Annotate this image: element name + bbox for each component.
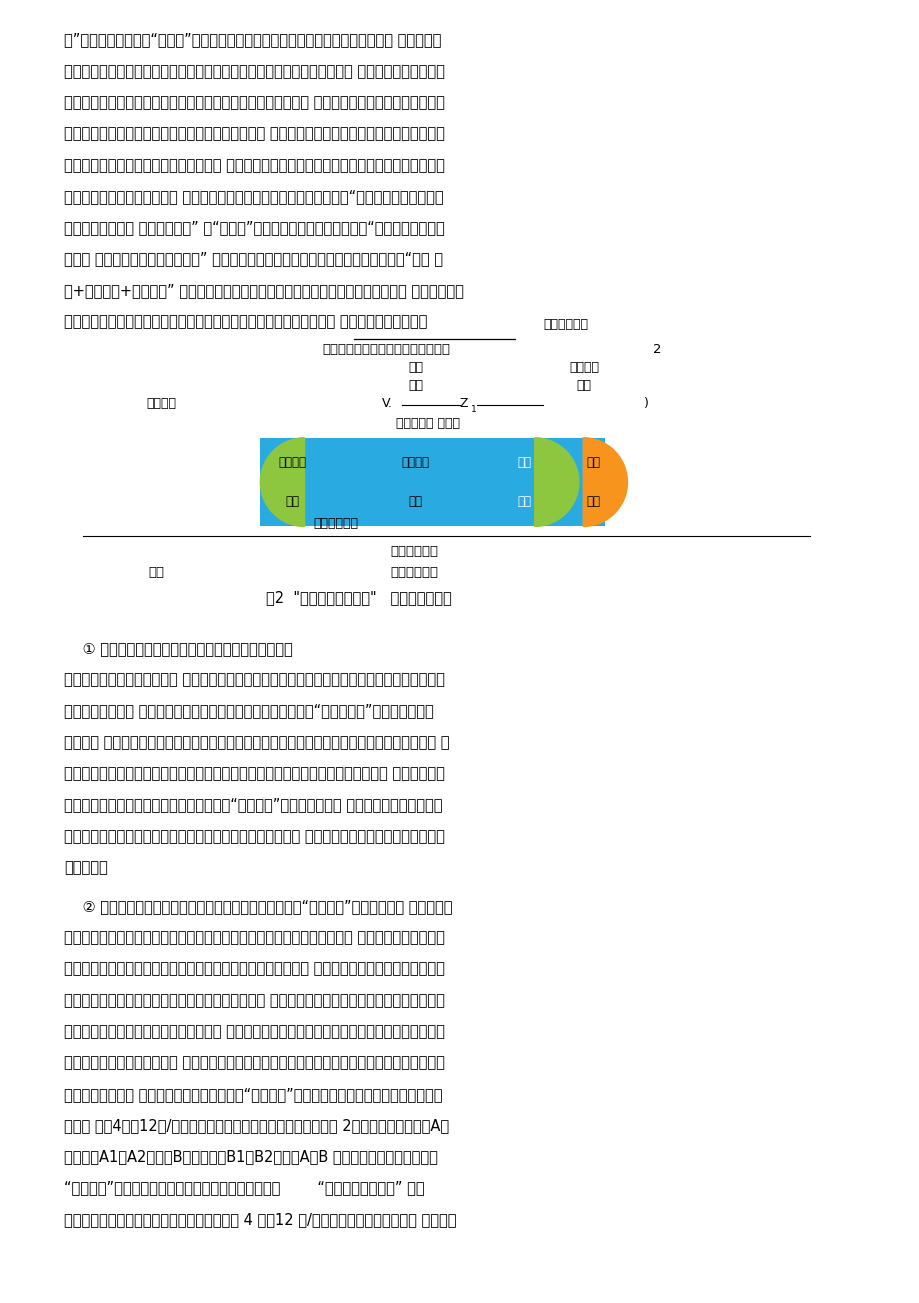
Text: 专业: 专业 xyxy=(516,456,531,469)
Text: 基本能力融入基本技能模块，将专业知识、专业能力融入到综合技能模 块，将创新创业能力、: 基本能力融入基本技能模块，将专业知识、专业能力融入到综合技能模 块，将创新创业能… xyxy=(64,314,427,330)
Text: 综合技能: 综合技能 xyxy=(569,361,598,374)
Text: 辅导教师为辅，采用学习与实 际工作一致、学习与工作结合的教学方式，边学边做，边做边学，采: 辅导教师为辅，采用学习与实 际工作一致、学习与工作结合的教学方式，边学边做，边做… xyxy=(64,1055,445,1071)
Text: 参观: 参观 xyxy=(148,566,165,579)
Text: 法，根据 关键能力，基本能力的培养要求，校企双方教师共同参与，实施项目教学，以学生基本 技: 法，根据 关键能力，基本能力的培养要求，校企双方教师共同参与，实施项目教学，以学… xyxy=(64,735,449,751)
Text: 综合技能: 综合技能 xyxy=(402,456,429,469)
Bar xyxy=(260,438,605,526)
Text: （分别为A1、A2组）、B班（分别为B1、B2组），A、B 二班轮流授课、实训，采用: （分别为A1、A2组）、B班（分别为B1、B2组），A、B 二班轮流授课、实训，… xyxy=(64,1149,437,1165)
Text: 将学生 分成4组，12人/组，以组为单位，每组负责一条生产线，每 2组实训的学生组合成A班: 将学生 分成4组，12人/组，以组为单位，每组负责一条生产线，每 2组实训的学生… xyxy=(64,1118,449,1134)
Text: 培养规格，校企共同制订了《电子信息工程技术专业 人才培养方案》、建设了一套符合专业培养目: 培养规格，校企共同制订了《电子信息工程技术专业 人才培养方案》、建设了一套符合专… xyxy=(64,126,445,142)
Polygon shape xyxy=(534,438,578,526)
Text: V.: V. xyxy=(381,397,392,410)
Text: 图2  "产品导向、融入式"   人才培养模式图: 图2 "产品导向、融入式" 人才培养模式图 xyxy=(266,590,451,606)
Text: 专业基础。: 专业基础。 xyxy=(64,860,108,876)
Text: “学训交替”的方式，进行轮班实训，轮班授课；另一种        “教、学、做一体化” 顶岗: “学训交替”的方式，进行轮班实训，轮班授课；另一种 “教、学、做一体化” 顶岗 xyxy=(64,1181,425,1196)
Text: 基本技能模块: 基本技能模块 xyxy=(313,517,357,530)
Text: 储备: 储备 xyxy=(408,495,423,508)
Text: 训练: 训练 xyxy=(285,495,300,508)
Text: ): ) xyxy=(643,397,648,410)
Text: 子仪器使用、基本电子测量技 术，电子电路制作与调试，单片机应用技术，电子电路设计等专业基: 子仪器使用、基本电子测量技 术，电子电路制作与调试，单片机应用技术，电子电路设计… xyxy=(64,672,445,688)
Text: 1: 1 xyxy=(471,405,476,413)
Text: 能+综合技能+岗位技能” 的递进关系，分解融入三个培养模块，将基本素质、专业基 本知识、专业: 能+综合技能+岗位技能” 的递进关系，分解融入三个培养模块，将基本素质、专业基 … xyxy=(64,283,464,298)
Text: 边学，通过学训交替，使学生在掌握关键能力的同时掌握专业 基本技能，为专业技能模块学习打下: 边学，通过学训交替，使学生在掌握关键能力的同时掌握专业 基本技能，为专业技能模块… xyxy=(64,829,445,844)
Text: 能培养为重点，将学生专业基本技能训练与理论教学结合起来，根据能力培养的需要 安排在一体化: 能培养为重点，将学生专业基本技能训练与理论教学结合起来，根据能力培养的需要 安排… xyxy=(64,766,445,782)
Text: 标、适应就业岗位要求，结构合理，科学 可行的基于工作过程的学习领域课程体系，共同制订课程: 标、适应就业岗位要求，结构合理，科学 可行的基于工作过程的学习领域课程体系，共同… xyxy=(64,158,445,173)
Text: 生产、 技术服务和营销能力为主线” 的培养要求切实贯穿到整个人才培养过程中，按照“基本 技: 生产、 技术服务和营销能力为主线” 的培养要求切实贯穿到整个人才培养过程中，按照… xyxy=(64,251,443,267)
Text: 提升: 提升 xyxy=(576,379,591,392)
Text: ① 基本技能模块，重点完成电子元器件识别、常规电: ① 基本技能模块，重点完成电子元器件识别、常规电 xyxy=(64,641,293,657)
Text: 企业学校: 企业学校 xyxy=(146,397,176,410)
Text: 实训的教学模式，该实训教学模式将学生分成 4 组，12 人/组，以组为单位，每组负责 一条生产: 实训的教学模式，该实训教学模式将学生分成 4 组，12 人/组，以组为单位，每组… xyxy=(64,1212,457,1227)
Text: 2: 2 xyxy=(652,343,661,356)
Text: 专业基本知识: 专业基本知识 xyxy=(390,566,437,579)
Text: 关键: 关键 xyxy=(585,456,600,469)
Text: 能力: 能力 xyxy=(585,495,600,508)
Text: 管理参与、师资共 享、实训互融” 的“融入式”校企合作人才培养新模式，把“以电子产品设计、: 管理参与、师资共 享、实训互融” 的“融入式”校企合作人才培养新模式，把“以电子… xyxy=(64,220,445,236)
Text: 标准，共同建设精品课程，共 同实施教学。与企业建立紧密联系，创新了“订单培养、教学合作、: 标准，共同建设精品课程，共 同实施教学。与企业建立紧密联系，创新了“订单培养、教… xyxy=(64,189,444,205)
Text: 会，对电子行业人才需求进行调研，学生就业，新专业开发，人才培养方案 的制订等重大问题提供: 会，对电子行业人才需求进行调研，学生就业，新专业开发，人才培养方案 的制订等重大… xyxy=(64,64,445,79)
Text: 应用能力融入到岗位技能模块。见图: 应用能力融入到岗位技能模块。见图 xyxy=(322,343,449,356)
Text: 信息和提出建议，定期召开专业建设指导委员会，分析、论证确 定专业人才培养目标和定位、人才: 信息和提出建议，定期召开专业建设指导委员会，分析、论证确 定专业人才培养目标和定… xyxy=(64,95,445,111)
Text: 职业综合技 能模块: 职业综合技 能模块 xyxy=(395,417,460,430)
Text: 公司等校外实训基地，在校外实训基地提 供的学生实训生产线上，以校外兼职教师教学为主、校内: 公司等校外实训基地，在校外实训基地提 供的学生实训生产线上，以校外兼职教师教学为… xyxy=(64,1024,445,1040)
Text: 用两种一体化实训 教学模式实施教学，一种是“工学交替”顶岗实训的教学模式，该实训教学模式: 用两种一体化实训 教学模式实施教学，一种是“工学交替”顶岗实训的教学模式，该实训… xyxy=(64,1087,442,1102)
Text: 配调试技术、电子设计技术开发，主动融入企业，将企业实际生产任务及实 际项目设计融入创新基: 配调试技术、电子设计技术开发，主动融入企业，将企业实际生产任务及实 际项目设计融… xyxy=(64,930,445,946)
Text: 能力: 能力 xyxy=(516,495,531,508)
Text: 专业基本技能: 专业基本技能 xyxy=(390,545,437,558)
Text: Z: Z xyxy=(460,397,468,410)
Polygon shape xyxy=(260,438,304,526)
Text: 单项技能: 单项技能 xyxy=(278,456,306,469)
Text: 岗位技能模块: 岗位技能模块 xyxy=(543,318,587,331)
Text: 融”全方位融入企业的“融入式”校企合作新模式。成立由校企成员共同参与的专业建 设指导委员: 融”全方位融入企业的“融入式”校企合作新模式。成立由校企成员共同参与的专业建 设… xyxy=(64,33,441,48)
Text: 教室、校内实训室、生产性实训基地，采用“工学交替”的教学模式，实 施教学，边学边练，边练: 教室、校内实训室、生产性实训基地，采用“工学交替”的教学模式，实 施教学，边学边… xyxy=(64,797,442,813)
Text: ② 综合技能模块，集中安排在校内、外实训基地，采用“前校后厂”的方式，重点 实施电子装: ② 综合技能模块，集中安排在校内、外实训基地，采用“前校后厂”的方式，重点 实施… xyxy=(64,899,452,915)
Polygon shape xyxy=(583,438,627,526)
Text: 本知识、基本能力 的培养；时间安排在第一至第四学期，采用融“教、学、做”为一体的教学方: 本知识、基本能力 的培养；时间安排在第一至第四学期，采用融“教、学、做”为一体的… xyxy=(64,704,434,719)
Text: 顶岗: 顶岗 xyxy=(408,361,423,374)
Text: 通讯科技有限公司、福州鑫宇电子有限公司、福州苍 乐电子企业有限公司、三明集光照片科技有限: 通讯科技有限公司、福州鑫宇电子有限公司、福州苍 乐电子企业有限公司、三明集光照片… xyxy=(64,993,445,1009)
Text: 本能力等专业知识与专业能力的培养，时间安排在第四学期，其 中有一个月的时间安排在福州鑫诺: 本能力等专业知识与专业能力的培养，时间安排在第四学期，其 中有一个月的时间安排在… xyxy=(64,962,445,977)
Text: 实习: 实习 xyxy=(408,379,423,392)
